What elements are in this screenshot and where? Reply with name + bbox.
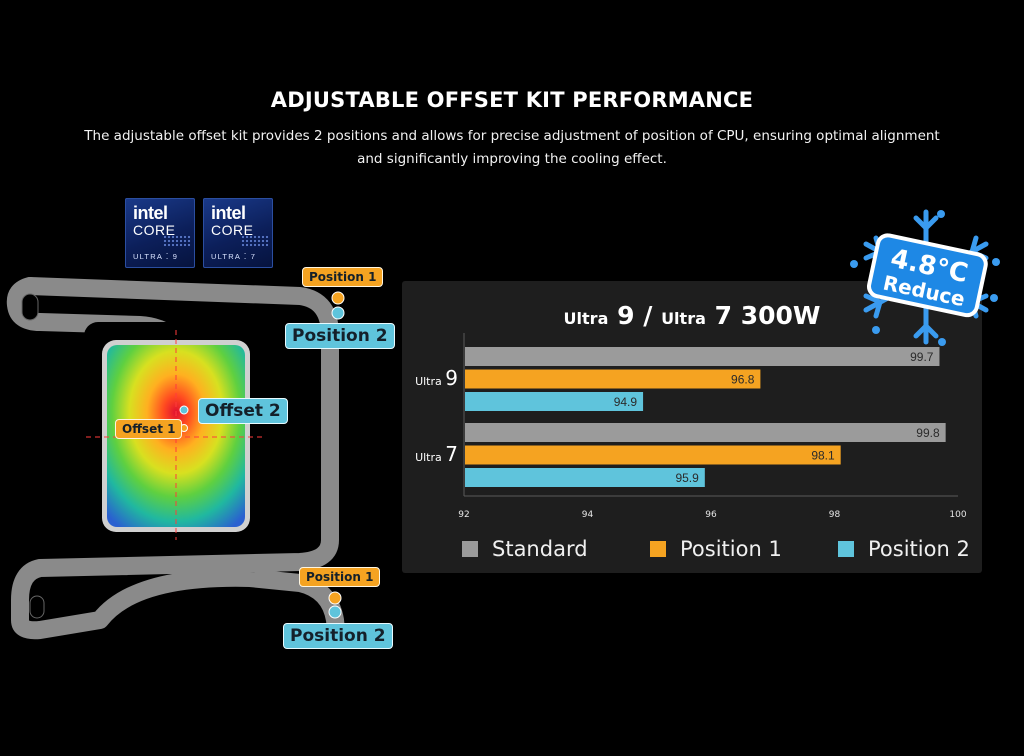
bar-value-label: 98.1 <box>811 449 835 463</box>
x-tick-label: 94 <box>582 510 594 520</box>
bottom-position-2-label: Position 2 <box>283 623 393 649</box>
offset-bracket-diagram <box>6 277 345 640</box>
intel-tier-text: ULTRA ⁚ 9 <box>133 252 179 261</box>
intel-brand-text: intel <box>133 203 168 223</box>
intel-tier-text: ULTRA ⁚ 7 <box>211 252 257 261</box>
bar-value-label: 94.9 <box>614 395 638 409</box>
chart-panel: Ultra 9 / Ultra 7 300W 92 94 96 98 100 99.7 96… <box>402 281 982 573</box>
bar-chart: 92 94 96 98 100 99.7 96.8 94.9 Ultra 9 99.8 98.1 95… <box>415 333 967 520</box>
subtitle-line-1: The adjustable offset kit provides 2 pos… <box>84 128 940 144</box>
bar-standard <box>465 347 940 366</box>
offset-1-label: Offset 1 <box>115 419 183 439</box>
intel-line-text: CORE <box>211 222 254 238</box>
legend-swatch <box>462 541 478 557</box>
dot-pattern <box>163 235 191 247</box>
chart-title: Ultra 9 / Ultra 7 300W <box>563 301 821 330</box>
bar-value-label: 99.8 <box>916 426 940 440</box>
page-title: ADJUSTABLE OFFSET KIT PERFORMANCE <box>270 88 754 112</box>
legend-label: Standard <box>492 537 588 561</box>
top-position-2-label: Position 2 <box>285 323 395 349</box>
top-position-1-pin <box>331 291 345 305</box>
dot-pattern <box>241 235 269 247</box>
bottom-position-1-label: Position 1 <box>299 567 381 587</box>
legend-item: Position 1 <box>650 534 782 564</box>
intel-line-text: CORE <box>133 222 176 238</box>
y-category-label: Ultra 9 <box>415 366 458 390</box>
bar-position-1 <box>465 445 841 465</box>
bar-position-2 <box>465 392 644 411</box>
x-tick-label: 100 <box>949 510 966 520</box>
legend-swatch <box>650 541 666 557</box>
bar-position-2 <box>465 468 705 487</box>
bar-value-label: 95.9 <box>675 471 699 485</box>
legend-item: Position 2 <box>838 534 970 564</box>
legend-swatch <box>838 541 854 557</box>
subtitle-line-2: and significantly improving the cooling … <box>357 151 667 167</box>
bar-value-label: 96.8 <box>731 373 755 387</box>
x-tick-label: 98 <box>829 510 841 520</box>
intel-brand-text: intel <box>211 203 246 223</box>
legend-item: Standard <box>462 534 588 564</box>
bottom-position-1-pin <box>328 591 342 605</box>
page-subtitle: The adjustable offset kit provides 2 pos… <box>70 125 954 171</box>
intel-core-ultra-9-logo: intel CORE ULTRA ⁚ 9 <box>125 198 195 268</box>
legend-label: Position 2 <box>868 537 970 561</box>
x-tick-label: 92 <box>458 510 469 520</box>
bar-value-label: 99.7 <box>910 350 934 364</box>
offset-2-label: Offset 2 <box>198 398 288 424</box>
top-position-1-label: Position 1 <box>302 267 384 287</box>
y-category-label: Ultra 7 <box>415 442 458 466</box>
top-position-2-pin <box>331 306 345 320</box>
chart-legend: Standard Position 1 Position 2 <box>462 534 982 564</box>
legend-label: Position 1 <box>680 537 782 561</box>
offset-2-marker <box>179 405 189 415</box>
bar-standard <box>465 423 946 442</box>
bracket-frame <box>11 277 345 640</box>
intel-core-ultra-7-logo: intel CORE ULTRA ⁚ 7 <box>203 198 273 268</box>
reduce-temperature-badge: 4.8°C Reduce <box>850 209 1000 346</box>
bottom-position-2-pin <box>328 605 342 619</box>
bar-position-1 <box>465 369 761 389</box>
x-tick-label: 96 <box>705 510 717 520</box>
